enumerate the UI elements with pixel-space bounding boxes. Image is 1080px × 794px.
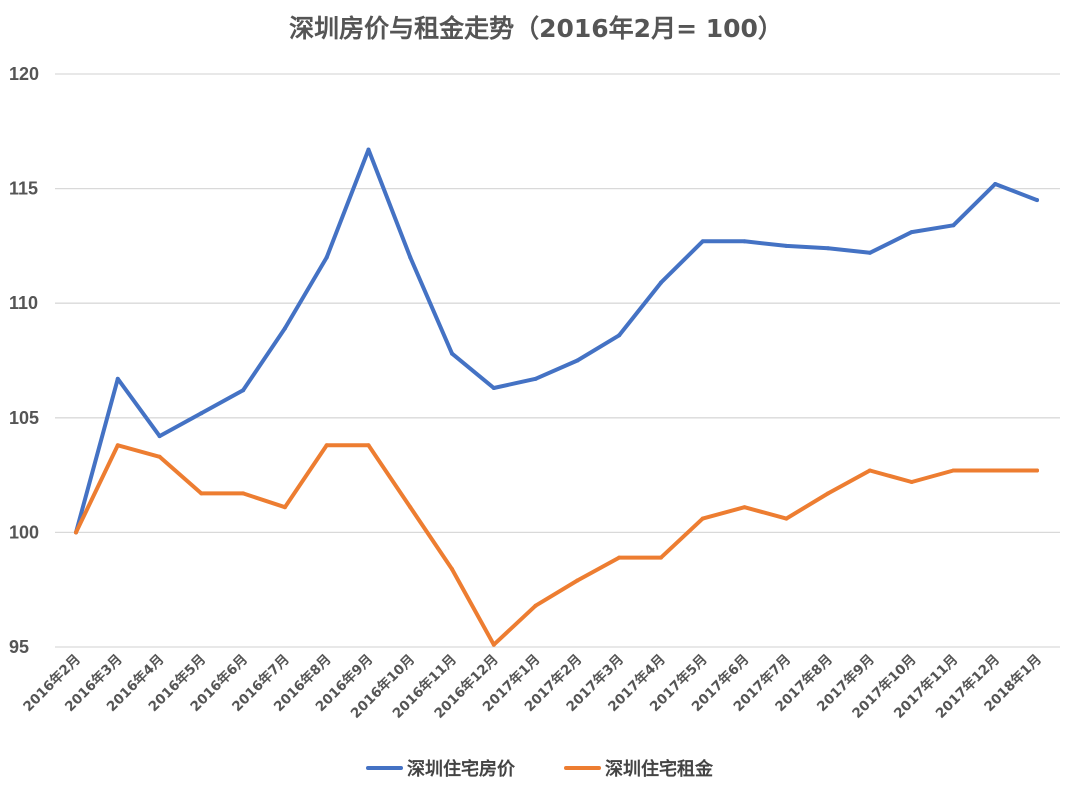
y-tick-label: 120 — [9, 64, 39, 84]
y-axis-ticks: 95 100 105 110 115 120 — [9, 64, 39, 657]
data-point — [491, 642, 496, 647]
data-point — [826, 491, 831, 496]
data-point — [533, 603, 538, 608]
data-point — [157, 454, 162, 459]
data-point — [324, 443, 329, 448]
y-tick-label: 95 — [9, 637, 29, 657]
data-point — [366, 443, 371, 448]
data-point — [867, 468, 872, 473]
legend-label: 深圳住宅房价 — [407, 758, 516, 780]
chart-title: 深圳房价与租金走势（2016年2月= 100） — [289, 14, 783, 43]
data-point — [115, 376, 120, 381]
data-point — [658, 555, 663, 560]
gridlines — [55, 73, 1060, 648]
data-point — [533, 376, 538, 381]
data-point — [74, 530, 78, 535]
data-point — [408, 255, 413, 260]
data-point — [951, 468, 956, 473]
data-point — [575, 578, 580, 583]
data-point — [366, 147, 371, 152]
data-point — [324, 255, 329, 260]
data-point — [617, 555, 622, 560]
data-point — [993, 182, 998, 187]
data-point — [450, 351, 455, 356]
data-point — [784, 243, 789, 248]
data-point — [784, 516, 789, 521]
data-point — [909, 230, 914, 235]
data-point — [241, 491, 246, 496]
data-point — [241, 388, 246, 393]
data-point — [575, 358, 580, 363]
data-point — [199, 411, 204, 416]
data-point — [450, 567, 455, 572]
data-point — [491, 386, 496, 391]
data-point — [282, 326, 287, 331]
data-point — [617, 333, 622, 338]
y-tick-label: 105 — [9, 408, 39, 428]
x-axis-ticks: 2016年2月2016年3月2016年4月2016年5月2016年6月2016年… — [20, 651, 1045, 722]
legend: 深圳住宅房价 深圳住宅租金 — [366, 758, 714, 780]
y-tick-label: 110 — [9, 293, 38, 313]
data-point — [993, 468, 998, 473]
series-line-1 — [74, 443, 1039, 647]
data-point — [658, 280, 663, 285]
data-point — [1035, 198, 1039, 203]
data-point — [700, 239, 705, 244]
data-point — [408, 505, 413, 510]
data-point — [157, 434, 162, 439]
data-point — [199, 491, 204, 496]
series-lines — [74, 147, 1039, 647]
data-point — [282, 505, 287, 510]
legend-label: 深圳住宅租金 — [605, 758, 714, 780]
data-point — [867, 250, 872, 255]
data-point — [1035, 468, 1039, 473]
y-tick-label: 115 — [9, 179, 38, 199]
data-point — [700, 516, 705, 521]
data-point — [742, 505, 747, 510]
data-point — [115, 443, 120, 448]
data-point — [742, 239, 747, 244]
y-tick-label: 100 — [9, 522, 39, 542]
series-line-0 — [74, 147, 1039, 535]
data-point — [909, 479, 914, 484]
data-point — [826, 246, 831, 251]
data-point — [951, 223, 956, 228]
